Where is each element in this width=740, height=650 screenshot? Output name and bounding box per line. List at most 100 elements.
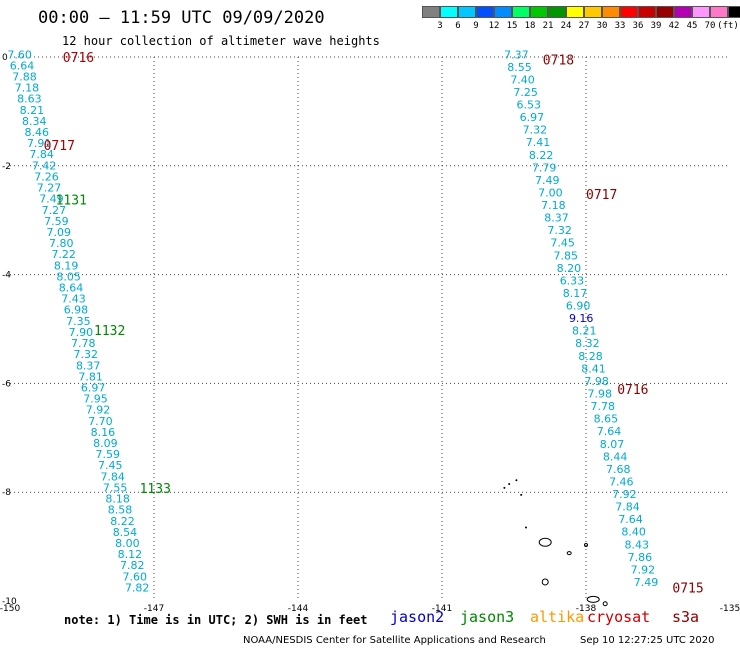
data-label: 7.79 (532, 161, 557, 174)
data-label: 7.60 (123, 570, 148, 583)
colorbar-labels: 3 6 9 12 15 18 21 24 27 30 33 36 39 42 45 70 (ft) (422, 21, 740, 33)
colorbar-label: 36 (632, 21, 644, 31)
data-label: 7.32 (523, 124, 548, 137)
colorbar-cell (476, 6, 494, 18)
colorbar-label: 45 (686, 21, 698, 31)
data-label: 8.58 (108, 504, 133, 517)
data-label: 7.18 (541, 199, 566, 212)
data-label: 7.92 (612, 488, 637, 501)
data-label: 7.84 (615, 501, 640, 514)
colorbar-label: 42 (668, 21, 680, 31)
data-label: 8.65 (594, 413, 619, 426)
data-label: 7.49 (634, 576, 659, 589)
data-label: 7.92 (631, 563, 656, 576)
data-label: 7.59 (44, 215, 69, 228)
data-label: 8.20 (557, 262, 582, 275)
data-label: 7.60 (7, 48, 32, 61)
data-label: 8.34 (22, 115, 47, 128)
data-label: 7.90 (69, 326, 94, 339)
data-label: 7.35 (66, 315, 91, 328)
legend-item-cryosat: cryosat (587, 608, 651, 626)
data-label: 7.18 (15, 82, 40, 95)
island-outline (584, 542, 588, 547)
y-tick-label: -6 (2, 379, 11, 389)
footer-timestamp: Sep 10 12:27:25 UTC 2020 (580, 635, 715, 646)
data-label: 7.45 (98, 459, 123, 472)
colorbar-label: 39 (650, 21, 662, 31)
data-label: 7.95 (83, 393, 108, 406)
colorbar-label: 27 (578, 21, 590, 31)
data-label: 7.91 (27, 137, 52, 150)
data-label: 8.07 (600, 438, 625, 451)
data-label: 7.49 (39, 193, 64, 206)
data-label: 7.37 (504, 48, 529, 61)
data-label: 7.64 (597, 425, 622, 438)
data-label: 7.64 (618, 513, 643, 526)
time-label: 1133 (140, 482, 171, 497)
colorbar-cell (638, 6, 656, 18)
island-dot (525, 526, 527, 529)
colorbar-label: 30 (596, 21, 608, 31)
chart-subtitle: 12 hour collection of altimeter wave hei… (62, 34, 380, 48)
x-tick-label: -144 (288, 604, 309, 614)
chart-title: 00:00 – 11:59 UTC 09/09/2020 (38, 8, 325, 28)
data-label: 8.21 (20, 104, 45, 117)
colorbar-cell (458, 6, 476, 18)
data-label: 8.43 (624, 538, 649, 551)
data-label: 7.80 (49, 237, 74, 250)
data-label: 8.28 (578, 350, 603, 363)
data-label: 9.16 (569, 312, 594, 325)
footer-note: note: 1) Time is in UTC; 2) SWH is in fe… (64, 613, 368, 627)
data-label: 7.82 (120, 559, 145, 572)
time-label: 0717 (586, 188, 617, 203)
data-label: 8.09 (93, 437, 118, 450)
data-label: 7.49 (535, 174, 560, 187)
colorbar-label: 15 (506, 21, 518, 31)
data-label: 7.81 (78, 370, 103, 383)
legend-item-jason2: jason2 (390, 608, 445, 626)
colorbar-label: 70 (704, 21, 716, 31)
data-label: 8.44 (603, 450, 628, 463)
legend-item-jason3: jason3 (460, 608, 515, 626)
data-label: 7.40 (510, 73, 535, 86)
colorbar-label: 21 (542, 21, 554, 31)
island-outline (602, 601, 608, 607)
data-label: 6.53 (516, 99, 541, 112)
island-outline (566, 551, 572, 556)
data-label: 7.78 (71, 337, 96, 350)
colorbar-cell (656, 6, 674, 18)
colorbar (422, 6, 740, 18)
island-outline (586, 595, 600, 603)
colorbar-label: 12 (488, 21, 500, 31)
data-label: 7.88 (12, 70, 37, 83)
x-tick-label: -135 (720, 604, 740, 614)
data-label: 8.22 (529, 149, 554, 162)
data-label: 7.09 (47, 226, 72, 239)
data-label: 7.26 (34, 170, 59, 183)
y-tick-label: -8 (2, 488, 11, 498)
data-label: 7.98 (587, 388, 612, 401)
island-outline (538, 537, 552, 547)
colorbar-cell (728, 6, 740, 18)
data-label: 8.63 (17, 93, 42, 106)
data-label: 8.64 (59, 282, 84, 295)
data-label: 8.37 (544, 212, 569, 225)
data-label: 8.32 (575, 337, 600, 350)
data-label: 7.32 (547, 224, 572, 237)
colorbar-cell (548, 6, 566, 18)
colorbar-cell (440, 6, 458, 18)
data-label: 8.05 (56, 270, 81, 283)
y-tick-label: -4 (2, 271, 11, 281)
data-label: 7.42 (32, 159, 57, 172)
data-label: 7.78 (591, 400, 616, 413)
legend-item-altika: altika (530, 608, 585, 626)
colorbar-cell (530, 6, 548, 18)
data-label: 8.12 (118, 548, 143, 561)
time-label: 1131 (56, 194, 87, 209)
data-label: 7.55 (103, 481, 128, 494)
data-label: 8.46 (25, 126, 50, 139)
data-label: 6.97 (520, 111, 545, 124)
data-label: 8.16 (91, 426, 116, 439)
colorbar-cell (422, 6, 440, 18)
